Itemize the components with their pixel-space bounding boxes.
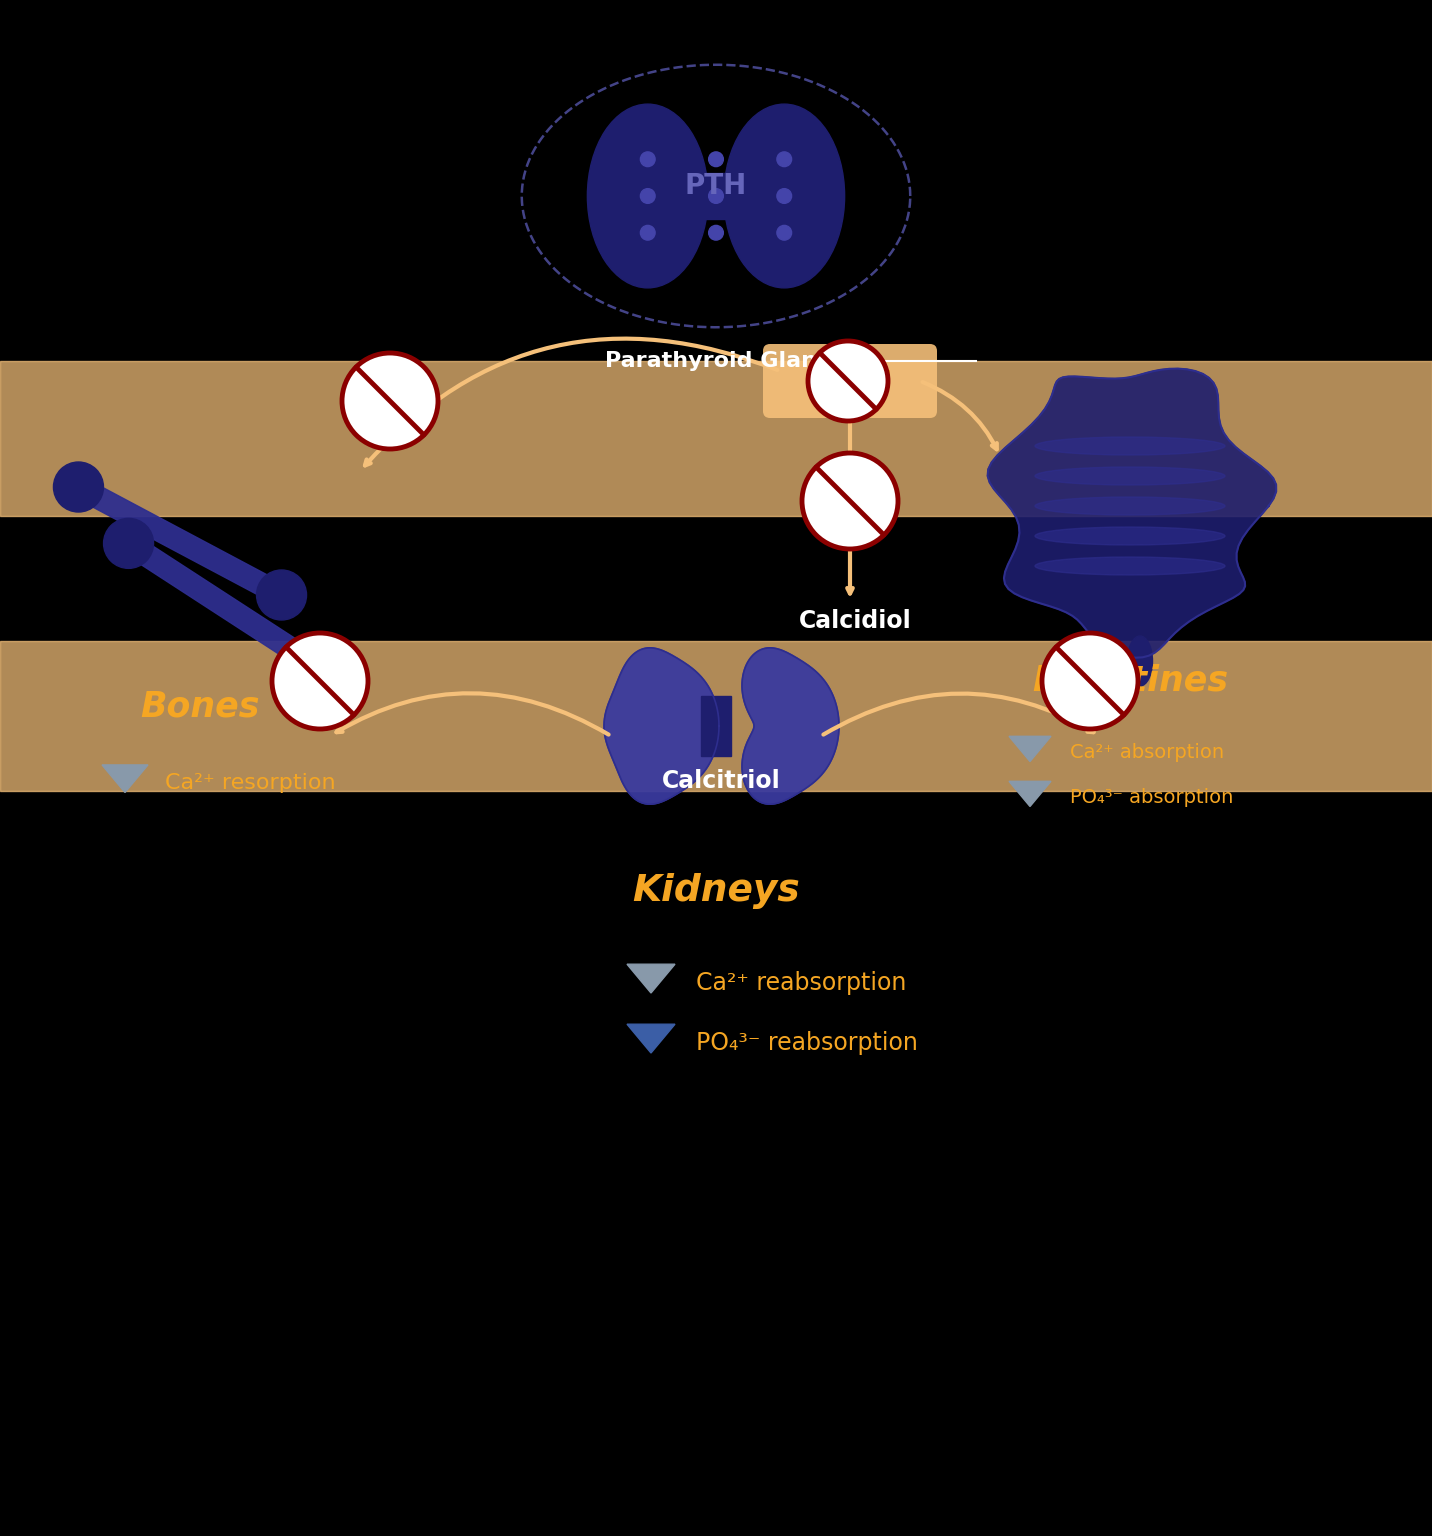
Text: Bones: Bones (140, 690, 259, 723)
Text: Intestines: Intestines (1032, 664, 1229, 697)
Circle shape (778, 189, 792, 203)
Polygon shape (73, 478, 286, 605)
Text: Calcidiol: Calcidiol (799, 608, 911, 633)
Ellipse shape (1127, 636, 1153, 687)
Circle shape (640, 189, 654, 203)
Ellipse shape (587, 104, 709, 287)
Circle shape (342, 353, 438, 449)
Circle shape (778, 226, 792, 240)
Ellipse shape (103, 518, 153, 568)
Polygon shape (627, 1025, 674, 1054)
Circle shape (808, 341, 888, 421)
Circle shape (709, 189, 723, 203)
Bar (702, 696, 730, 756)
Text: PO₄³⁻ absorption: PO₄³⁻ absorption (1070, 788, 1233, 808)
Polygon shape (742, 648, 839, 805)
Ellipse shape (256, 570, 306, 621)
Ellipse shape (1035, 498, 1224, 515)
Bar (0, 361, 1432, 516)
Text: PO₄³⁻ reabsorption: PO₄³⁻ reabsorption (696, 1031, 918, 1055)
Text: Ca²⁺ reabsorption: Ca²⁺ reabsorption (696, 971, 906, 995)
Text: PTH: PTH (684, 172, 748, 200)
Ellipse shape (53, 462, 103, 511)
Polygon shape (102, 765, 147, 793)
Ellipse shape (1035, 467, 1224, 485)
Circle shape (1042, 633, 1138, 730)
Ellipse shape (723, 104, 845, 287)
Polygon shape (604, 648, 719, 805)
Ellipse shape (1035, 527, 1224, 545)
Ellipse shape (296, 644, 347, 694)
Ellipse shape (1035, 438, 1224, 455)
Ellipse shape (1035, 558, 1224, 574)
Bar (683, 174, 749, 220)
Circle shape (640, 152, 654, 166)
Circle shape (272, 633, 368, 730)
Polygon shape (123, 535, 328, 677)
Circle shape (640, 226, 654, 240)
FancyBboxPatch shape (763, 344, 937, 418)
Text: Calcitriol: Calcitriol (662, 770, 780, 793)
Circle shape (709, 226, 723, 240)
Polygon shape (627, 965, 674, 992)
Circle shape (802, 453, 898, 548)
Text: PTH: PTH (836, 369, 894, 393)
Text: Parathyroid Glands: Parathyroid Glands (606, 352, 846, 372)
Bar (0, 641, 1432, 791)
Polygon shape (988, 369, 1276, 657)
Text: Kidneys: Kidneys (632, 872, 800, 909)
Polygon shape (1010, 736, 1051, 762)
Polygon shape (1010, 782, 1051, 806)
Circle shape (778, 152, 792, 166)
Text: Ca²⁺ resorption: Ca²⁺ resorption (165, 773, 335, 793)
Circle shape (709, 152, 723, 166)
Text: Ca²⁺ absorption: Ca²⁺ absorption (1070, 743, 1224, 762)
